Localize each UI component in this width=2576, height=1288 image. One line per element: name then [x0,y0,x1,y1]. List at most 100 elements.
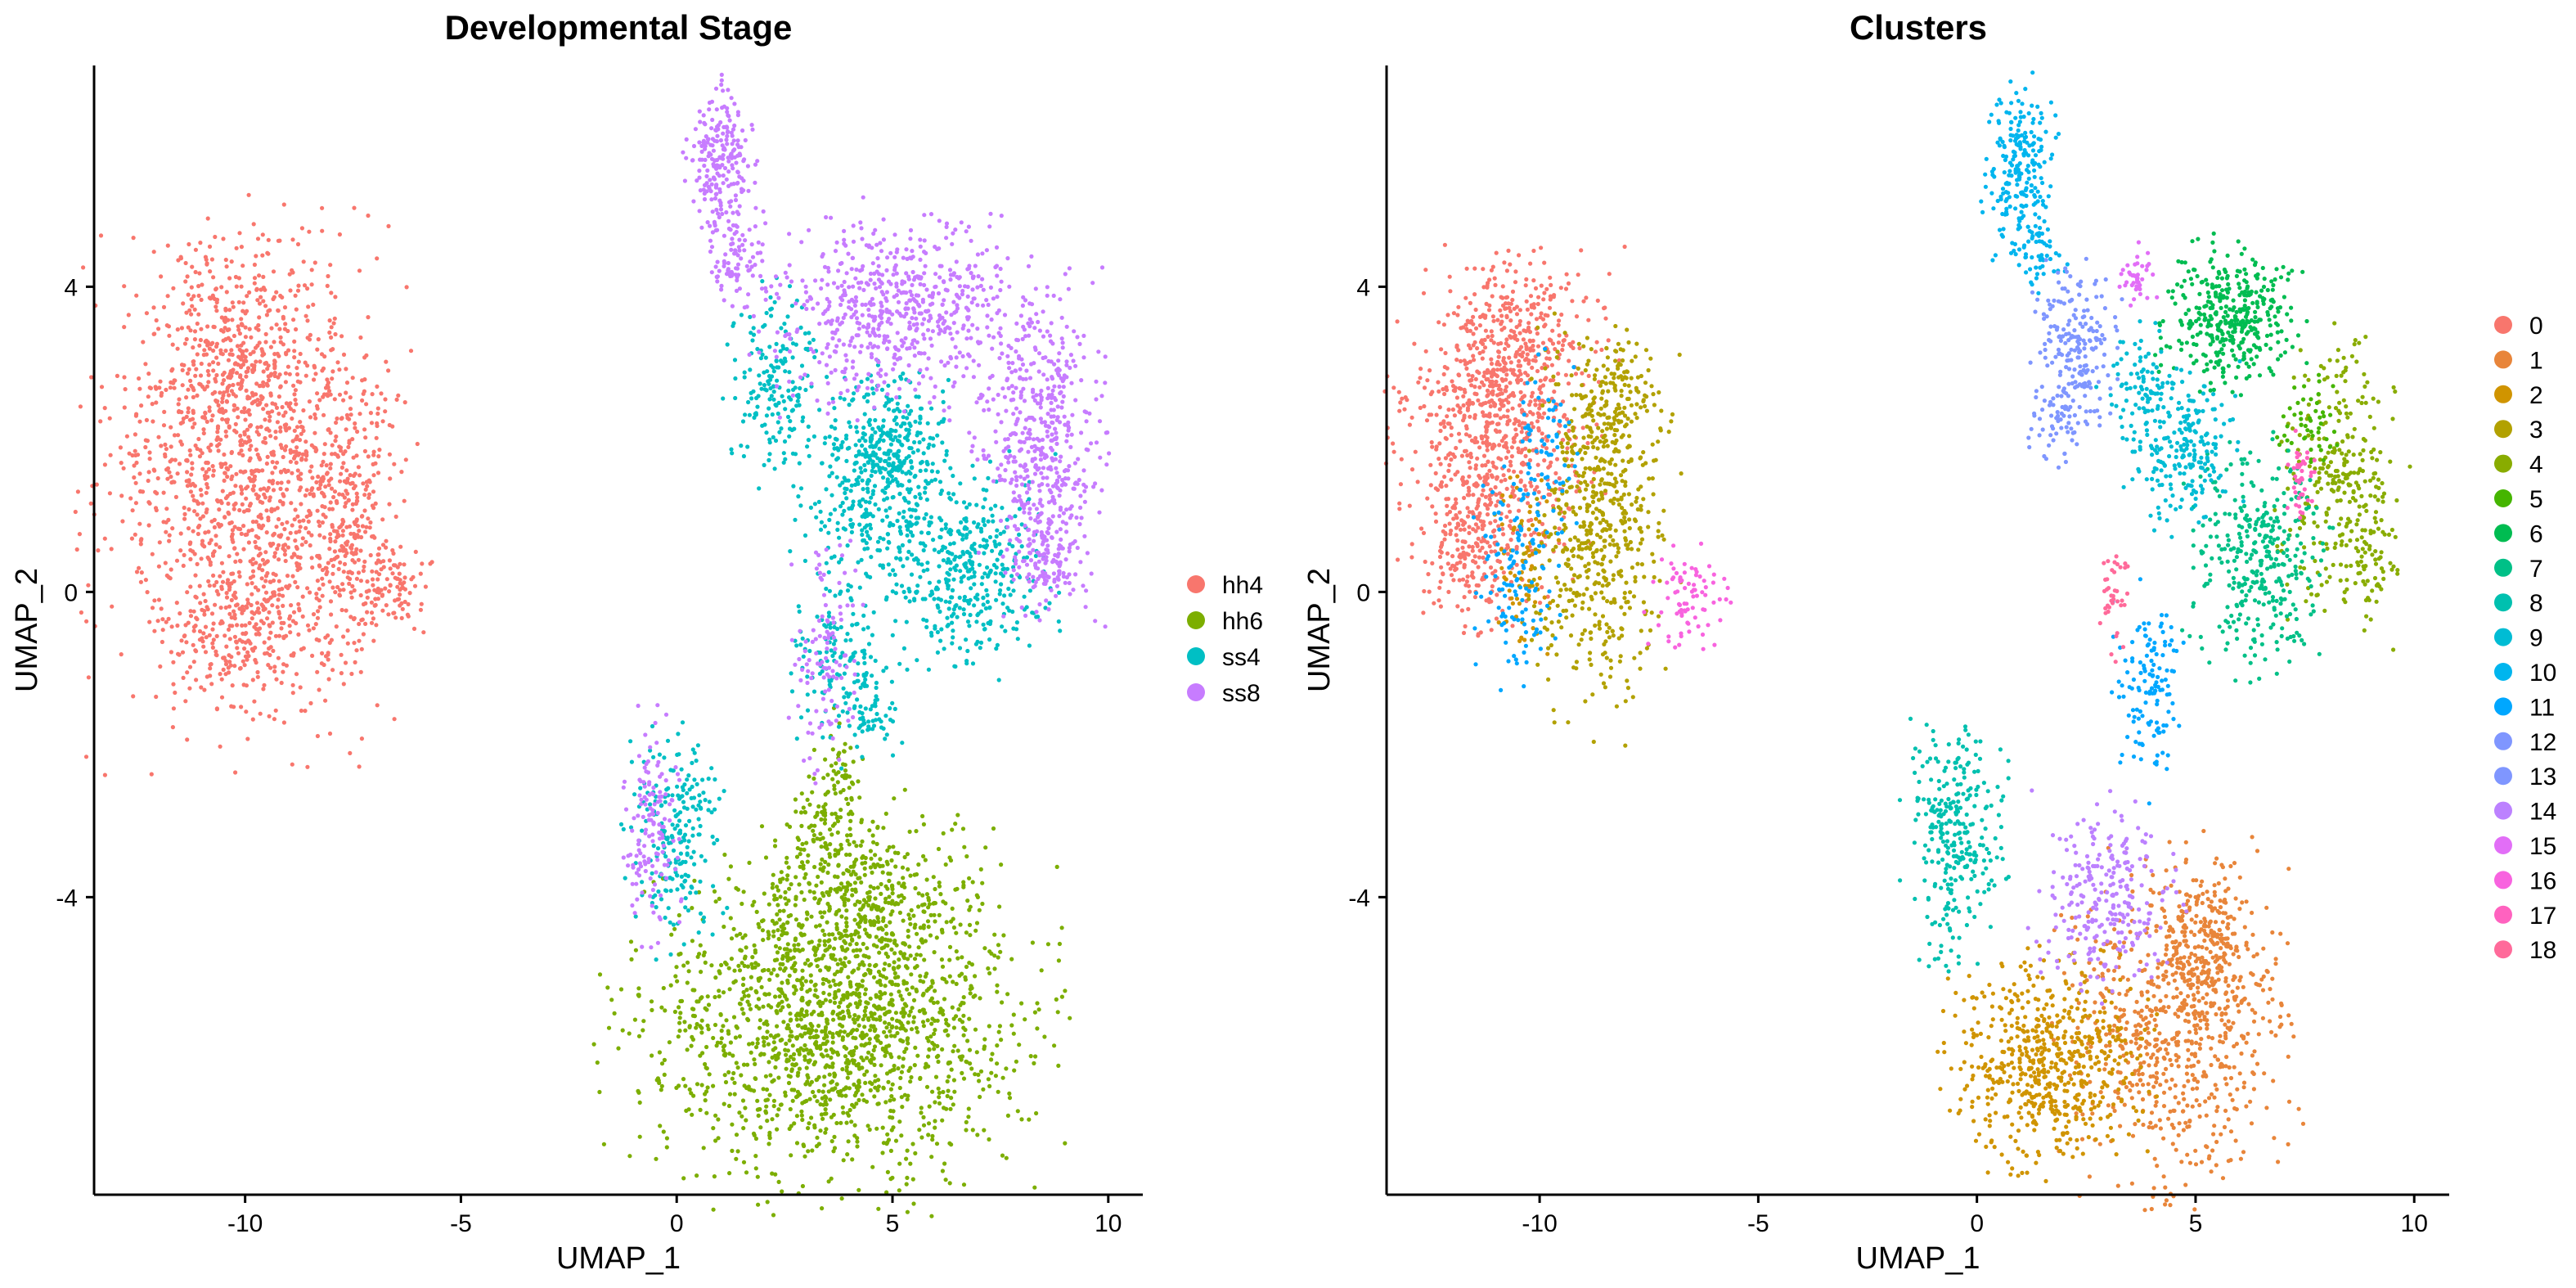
data-point [713,1022,718,1028]
data-point [197,628,203,634]
data-point [775,973,780,978]
data-point [879,982,883,988]
data-point [211,324,216,329]
data-point [347,581,352,587]
data-point [745,999,750,1004]
data-point [871,1056,876,1061]
data-point [924,459,929,465]
data-point [319,661,324,666]
data-point [990,513,995,518]
data-point [209,342,214,347]
data-point [820,1089,825,1094]
data-point [982,497,987,502]
data-point [335,360,340,365]
data-point [929,1155,934,1160]
data-point [662,1072,667,1077]
data-point [928,435,933,440]
data-point [245,736,250,741]
data-point [231,304,236,309]
data-point [805,1079,810,1084]
data-point [964,561,969,566]
umap-panel-1: Developmental Stage-10 -5 0 5 10-404UMAP_1UM… [10,8,1263,1276]
data-point [372,603,377,608]
data-point [772,957,778,963]
data-point [912,957,918,961]
data-point [838,957,843,962]
data-point [873,417,878,423]
data-point [327,547,332,552]
data-point [989,1070,994,1075]
data-point [144,311,149,316]
data-point [838,969,843,974]
data-point [874,994,879,999]
data-point [773,1172,778,1177]
data-point [158,664,163,669]
data-point [276,308,281,313]
data-point [250,592,254,597]
data-point [877,446,882,452]
data-point [163,454,168,459]
data-point [762,1039,767,1044]
data-point [902,1011,907,1016]
data-point [844,887,850,892]
data-point [823,1130,828,1135]
data-point [921,1024,926,1029]
data-point [220,417,225,421]
data-point [890,898,895,903]
data-point [799,1113,804,1118]
data-point [170,725,175,730]
data-point [807,1035,813,1040]
data-point [243,632,248,637]
data-point [880,431,886,436]
data-point [237,347,242,352]
data-point [937,880,942,885]
data-point [232,612,237,618]
data-point [834,1082,839,1087]
data-point [620,1028,625,1033]
data-point [679,998,685,1003]
data-point [334,624,339,629]
data-point [267,542,272,547]
data-point [306,530,311,535]
data-point [874,934,879,939]
data-point [352,641,357,646]
data-point [260,349,265,354]
data-point [240,502,245,507]
data-point [912,439,917,445]
data-point [856,1083,861,1088]
data-point [890,463,895,468]
data-point [869,856,874,861]
data-point [754,1045,759,1050]
data-point [906,1020,910,1025]
data-point [254,430,259,435]
data-point [980,575,985,580]
data-point [947,974,952,979]
data-point [977,907,982,912]
data-point [939,527,944,532]
data-point [762,1052,767,1056]
data-point [1055,1010,1060,1015]
data-point [232,664,237,669]
data-point [637,1100,642,1105]
data-point [818,968,823,973]
data-point [164,529,169,534]
data-point [809,1011,814,1016]
data-point [744,988,749,993]
data-point [353,660,357,665]
data-point [855,899,860,904]
data-point [915,931,919,936]
data-point [897,434,902,439]
data-point [223,429,228,435]
data-point [887,844,892,849]
data-point [287,272,292,277]
data-point [133,432,137,437]
data-point [876,1101,881,1106]
data-point [287,372,292,376]
data-point [267,610,272,615]
data-point [945,1079,950,1084]
data-point [972,603,977,608]
data-point [359,736,364,741]
data-point [726,966,731,971]
data-point [771,967,776,972]
data-point [786,865,791,870]
